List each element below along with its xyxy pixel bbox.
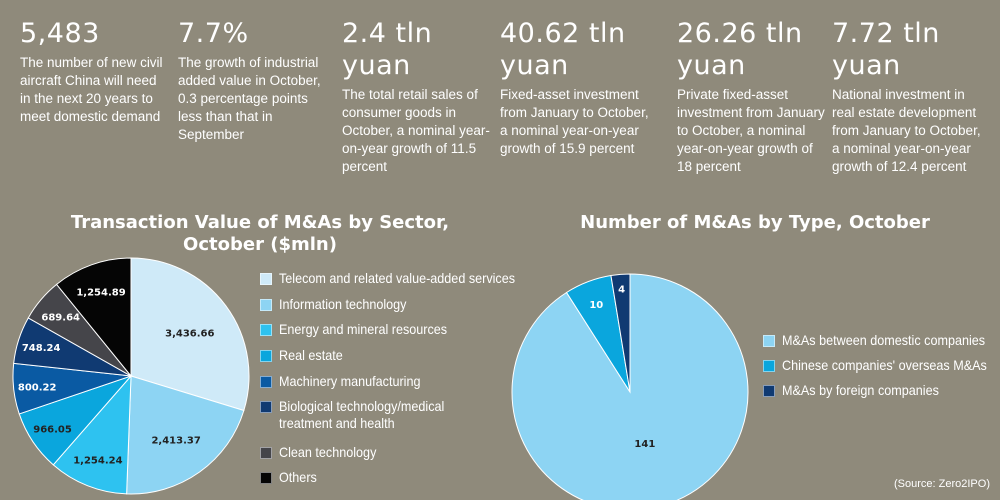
type-chart-title: Number of M&As by Type, October <box>580 212 930 233</box>
slice-value-label: 141 <box>634 439 655 450</box>
legend-item-information-technology: Information technology <box>260 296 421 313</box>
stat-description: The total retail sales of consumer goods… <box>342 87 490 174</box>
slice-value-label: 2,413.37 <box>151 435 200 446</box>
legend-label: Telecom and related value-added services <box>279 270 516 286</box>
slice-value-label: 1,254.24 <box>73 455 122 466</box>
legend-swatch <box>763 385 775 397</box>
stat-fixed-asset-investment: 40.62 tln yuan Fixed-asset investment fr… <box>500 18 650 158</box>
legend-item-energy-and-mineral-resources: Energy and mineral resources <box>260 321 466 338</box>
legend-label: Energy and mineral resources <box>279 321 448 337</box>
legend-swatch <box>763 335 775 347</box>
legend-swatch <box>260 472 272 484</box>
legend-item-machinery-manufacturing: Machinery manufacturing <box>260 373 436 390</box>
stat-description: National investment in real estate devel… <box>832 87 981 174</box>
legend-label: M&As between domestic companies <box>782 332 986 348</box>
pie-slice-m-as-by-foreign-companies <box>610 273 631 393</box>
legend-label: Clean technology <box>279 444 377 460</box>
stat-real-estate-investment: 7.72 tln yuan National investment in rea… <box>832 18 982 176</box>
legend-swatch <box>260 299 272 311</box>
slice-value-label: 10 <box>589 300 603 311</box>
stat-description: Private fixed-asset investment from Janu… <box>677 87 825 174</box>
stat-industrial-growth: 7.7% The growth of industrial added valu… <box>178 18 328 144</box>
pie-slice-others <box>55 257 132 378</box>
legend-label: Real estate <box>279 347 343 363</box>
legend-label: Others <box>279 469 317 485</box>
legend-item-chinese-companies-overseas-m-as: Chinese companies' overseas M&As <box>763 357 1000 374</box>
legend-swatch <box>260 350 272 362</box>
stat-value: 2.4 tln yuan <box>342 18 433 81</box>
legend-label: Biological technology/medical treatment … <box>279 398 445 431</box>
pie-slice-energy-and-mineral-resources <box>52 374 132 495</box>
slice-value-label: 3,436.66 <box>165 328 214 339</box>
legend-swatch <box>260 401 272 413</box>
legend-swatch <box>260 447 272 459</box>
legend-swatch <box>260 376 272 388</box>
pie-slice-information-technology <box>126 375 245 495</box>
legend-label: Machinery manufacturing <box>279 373 421 389</box>
stats-row: 5,483 The number of new civil aircraft C… <box>0 0 1000 200</box>
pie-slice-m-as-between-domestic-companies <box>511 273 749 500</box>
stat-description: The growth of industrial added value in … <box>178 55 321 142</box>
legend-item-clean-technology: Clean technology <box>260 444 387 461</box>
slice-value-label: 966.05 <box>33 424 72 435</box>
slice-value-label: 748.24 <box>22 343 61 354</box>
pie-slice-telecom-and-related-value-added-services <box>130 257 250 412</box>
type-pie: 141 10 4 <box>511 273 749 500</box>
legend-item-biological-technology-medical-treatment-and-health: Biological technology/medical treatment … <box>260 398 469 432</box>
legend-item-real-estate: Real estate <box>260 347 350 364</box>
legend-label: M&As by foreign companies <box>782 382 939 398</box>
slice-value-label: 689.64 <box>41 313 80 324</box>
sector-pie: 3,436.66 2,413.37 1,254.24 966.05 800.22 748.… <box>12 257 250 495</box>
legend-swatch <box>260 273 272 285</box>
legend-swatch <box>763 360 775 372</box>
slice-value-label: 1,254.89 <box>76 287 125 298</box>
sector-chart-title: Transaction Value of M&As by Sector, Oct… <box>70 212 450 255</box>
slice-value-label: 800.22 <box>18 382 57 393</box>
stat-value: 5,483 <box>20 18 100 49</box>
legend-label: Information technology <box>279 296 407 312</box>
legend-item-telecom-and-related-value-added-services: Telecom and related value-added services <box>260 270 541 287</box>
sector-legend: Telecom and related value-added services… <box>260 270 520 500</box>
legend-label: Chinese companies' overseas M&As <box>782 357 987 373</box>
stat-value: 7.7% <box>178 18 249 49</box>
type-legend: M&As between domestic companies Chinese c… <box>763 332 998 412</box>
legend-item-others: Others <box>260 469 321 486</box>
stat-description: The number of new civil aircraft China w… <box>20 55 163 124</box>
slice-value-label: 4 <box>618 285 625 296</box>
stat-value: 7.72 tln yuan <box>832 18 940 81</box>
stat-value: 40.62 tln yuan <box>500 18 626 81</box>
stat-value: 26.26 tln yuan <box>677 18 803 81</box>
stat-description: Fixed-asset investment from January to O… <box>500 87 649 156</box>
source-note: (Source: Zero2IPO) <box>894 478 990 490</box>
stat-new-aircraft: 5,483 The number of new civil aircraft C… <box>20 18 170 126</box>
stat-retail-sales: 2.4 tln yuan The total retail sales of c… <box>342 18 492 176</box>
stat-private-investment: 26.26 tln yuan Private fixed-asset inves… <box>677 18 827 176</box>
legend-item-m-as-by-foreign-companies: M&As by foreign companies <box>763 382 956 399</box>
legend-item-m-as-between-domestic-companies: M&As between domestic companies <box>763 332 1000 349</box>
legend-swatch <box>260 324 272 336</box>
